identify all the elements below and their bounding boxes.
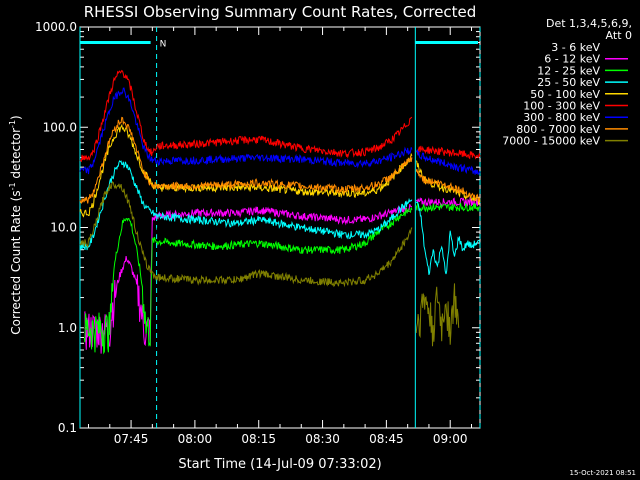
legend-label: 12 - 25 keV (537, 64, 600, 77)
legend-label: 7000 - 15000 keV (502, 135, 600, 148)
legend-label: 3 - 6 keV (551, 41, 600, 54)
legend-label: 25 - 50 keV (537, 76, 600, 89)
y-axis-label: Corrected Count Rate (s-1 detector-1) (8, 115, 23, 334)
x-tick-label: 09:00 (433, 432, 468, 446)
x-axis-label: Start Time (14-Jul-09 07:33:02) (178, 457, 381, 472)
y-tick-label: 1000.0 (35, 20, 77, 34)
y-tick-label: 10.0 (50, 221, 77, 235)
series-line-25to50kev (79, 159, 413, 251)
x-tick-label: 08:15 (241, 432, 276, 446)
series-tail-800to7000kev (415, 168, 481, 203)
series-line-6to12kev (84, 203, 413, 354)
attenuator-flag-label: N (160, 40, 167, 50)
y-axis-label-sup1: -1 (8, 182, 17, 190)
series-lines (79, 69, 481, 355)
series-tail-300to800kev (415, 148, 481, 175)
x-tick-label: 08:45 (369, 432, 404, 446)
series-line-100to300kev (79, 69, 413, 163)
series-tail-12to25kev (415, 201, 481, 213)
series-line-12to25kev (83, 207, 413, 355)
x-axis: 07:45 08:00 08:15 08:30 08:45 09:00 (88, 27, 472, 446)
y-tick-label: 100.0 (43, 120, 77, 134)
legend-label: 50 - 100 keV (530, 88, 600, 101)
series-tail-25to50kev (415, 201, 481, 275)
series-line-300to800kev (79, 87, 413, 175)
legend-label: 800 - 7000 keV (516, 123, 600, 136)
series-tail-100to300kev (415, 145, 481, 160)
x-tick-label: 08:30 (305, 432, 340, 446)
series-line-800to7000kev (79, 116, 413, 204)
legend-label: 100 - 300 keV (523, 100, 600, 113)
legend-header-attenuator: Att 0 (606, 29, 632, 42)
attenuator-markers: N (79, 27, 481, 428)
x-tick-label: 08:00 (178, 432, 213, 446)
legend-label: 6 - 12 keV (544, 53, 600, 66)
legend-label: 300 - 800 keV (523, 111, 600, 124)
y-axis-label-part2: detector (9, 128, 23, 183)
series-line-50to100kev (79, 123, 413, 218)
series-tail-7000to15000kev (415, 283, 460, 347)
footer-date: 15-Oct-2021 08:51 (570, 469, 636, 477)
legend-header-detectors: Det 1,3,4,5,6,9, (546, 17, 632, 30)
y-axis-label-part1: Corrected Count Rate (s (9, 190, 23, 334)
y-axis-label-sup2: -1 (8, 120, 17, 128)
series-line-7000to15000kev (79, 181, 413, 288)
x-tick-label: 07:45 (114, 432, 149, 446)
chart-title: RHESSI Observing Summary Count Rates, Co… (84, 3, 477, 21)
y-axis-label-part3: ) (9, 115, 23, 120)
series-tail-6to12kev (415, 196, 480, 208)
y-tick-label: 0.1 (58, 421, 77, 435)
y-tick-label: 1.0 (58, 321, 77, 335)
